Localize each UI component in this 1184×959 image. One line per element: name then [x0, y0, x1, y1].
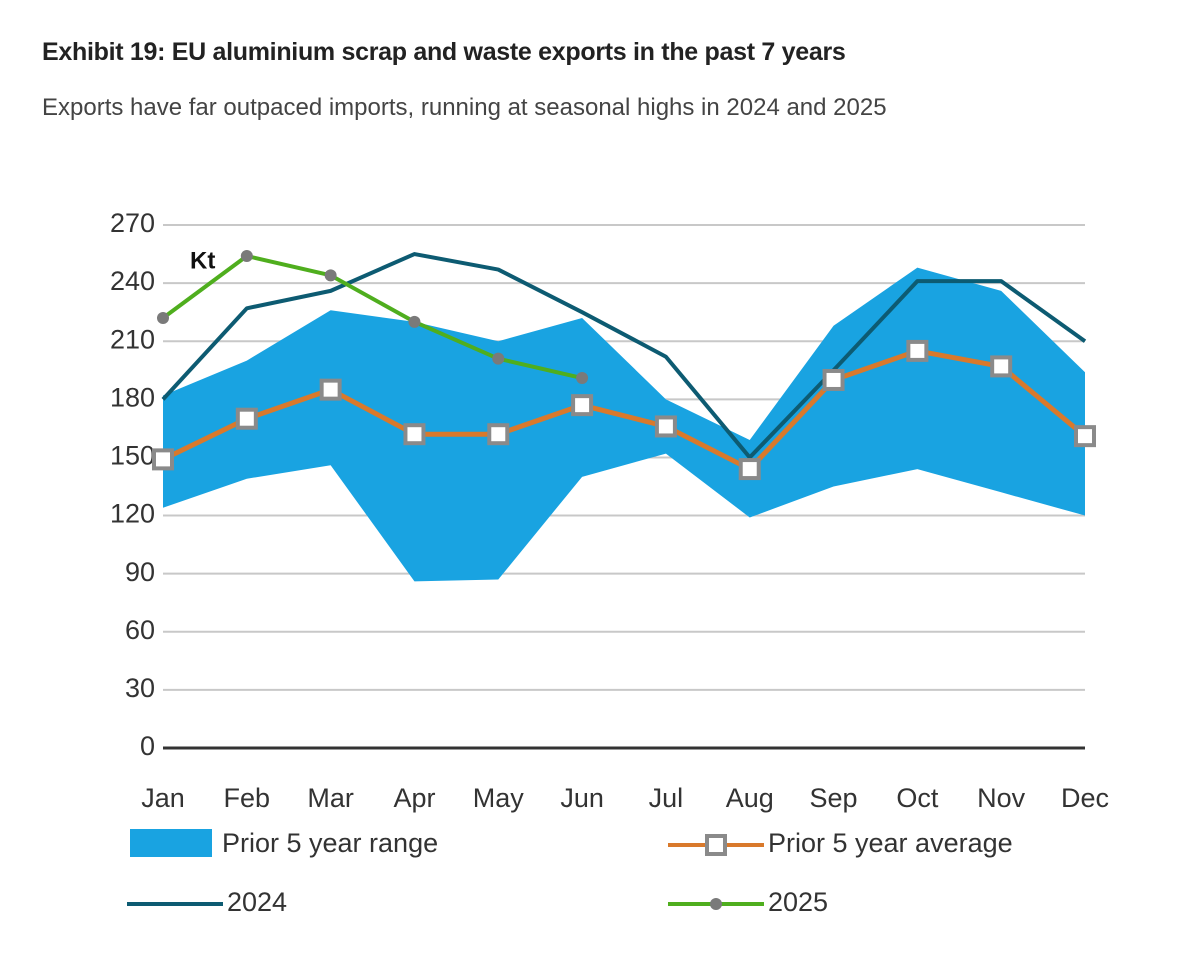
y-tick-label: 120	[110, 499, 155, 529]
chart-subtitle: Exports have far outpaced imports, runni…	[42, 94, 887, 121]
marker-dot	[324, 269, 337, 282]
legend-label: 2025	[768, 887, 828, 917]
annotation: Kt	[190, 247, 215, 274]
marker-dot	[492, 352, 505, 365]
x-tick-label: Jul	[649, 783, 684, 813]
x-tick-label: Oct	[896, 783, 939, 813]
legend-swatch	[130, 829, 212, 857]
x-tick-label: Nov	[977, 783, 1026, 813]
y-tick-label: 210	[110, 324, 155, 354]
marker-dot	[576, 372, 589, 385]
x-tick-label: Apr	[393, 783, 435, 813]
marker-dot	[408, 315, 421, 328]
line-0	[161, 348, 1087, 472]
x-tick-label: Sep	[810, 783, 858, 813]
marker-square	[571, 394, 594, 417]
x-tick-label: Jun	[560, 783, 604, 813]
marker-square	[822, 368, 845, 391]
marker-dot	[240, 249, 253, 262]
marker-square	[403, 423, 426, 446]
marker-square	[487, 423, 510, 446]
marker-square	[152, 448, 174, 471]
x-tick-label: Feb	[224, 783, 271, 813]
marker-square	[990, 355, 1013, 378]
marker-square	[319, 378, 342, 401]
line-1	[161, 252, 1087, 460]
x-tick-label: May	[473, 783, 525, 813]
marker-square	[1074, 425, 1096, 448]
y-tick-label: 30	[125, 673, 155, 703]
marker-square	[906, 339, 929, 362]
marker-square	[235, 407, 258, 430]
chart-title: Exhibit 19: EU aluminium scrap and waste…	[42, 38, 846, 66]
y-tick-label: 60	[125, 615, 155, 645]
marker-dot	[157, 311, 169, 324]
y-tick-label: 270	[110, 208, 155, 238]
legend-label: Prior 5 year range	[222, 828, 438, 858]
legend-marker	[710, 898, 722, 910]
legend-label: Prior 5 year average	[768, 828, 1013, 858]
range-area	[163, 267, 1085, 582]
y-tick-label: 90	[125, 557, 155, 587]
legend-marker	[705, 834, 727, 856]
y-tick-label: 0	[140, 731, 155, 761]
y-tick-label: 150	[110, 441, 155, 471]
x-tick-label: Aug	[726, 783, 774, 813]
marker-square	[738, 458, 761, 481]
x-tick-label: Mar	[307, 783, 354, 813]
y-tick-label: 180	[110, 382, 155, 412]
x-tick-label: Jan	[141, 783, 185, 813]
x-tick-label: Dec	[1061, 783, 1109, 813]
line-2	[161, 253, 583, 380]
marker-square	[654, 415, 677, 438]
y-tick-label: 240	[110, 266, 155, 296]
legend-label: 2024	[227, 887, 287, 917]
